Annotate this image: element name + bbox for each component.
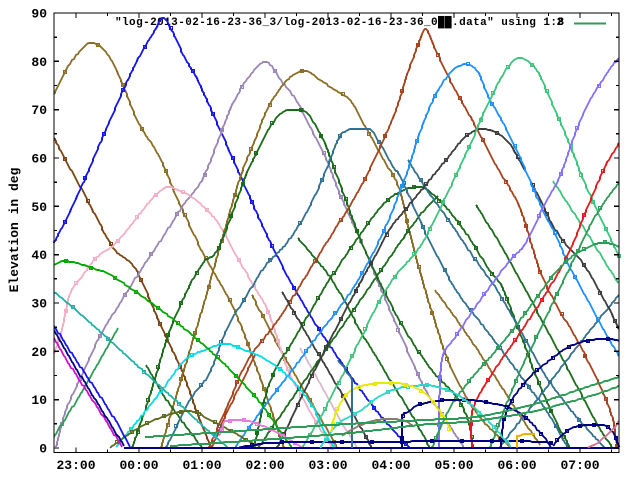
- svg-text:06:00: 06:00: [497, 458, 536, 473]
- svg-text:70: 70: [31, 103, 47, 118]
- svg-text:00:00: 00:00: [119, 458, 158, 473]
- svg-text:"log-2013-02-16-23-36_3/log-20: "log-2013-02-16-23-36_3/log-2013-02-16-2…: [115, 15, 564, 29]
- svg-text:30: 30: [31, 297, 47, 312]
- svg-text:80: 80: [31, 55, 47, 70]
- svg-text:60: 60: [31, 152, 47, 167]
- svg-text:03:00: 03:00: [308, 458, 347, 473]
- svg-text:40: 40: [31, 248, 47, 263]
- svg-text:01:00: 01:00: [182, 458, 221, 473]
- svg-text:50: 50: [31, 200, 47, 215]
- svg-text:10: 10: [31, 393, 47, 408]
- svg-text:04:00: 04:00: [371, 458, 410, 473]
- svg-text:23:00: 23:00: [56, 458, 95, 473]
- svg-text:90: 90: [31, 7, 47, 22]
- svg-text:07:00: 07:00: [560, 458, 599, 473]
- svg-text:0: 0: [39, 442, 47, 457]
- svg-text:2: 2: [557, 17, 564, 29]
- svg-text:02:00: 02:00: [245, 458, 284, 473]
- svg-text:8: 8: [558, 17, 565, 29]
- svg-text:Elevation in deg: Elevation in deg: [7, 167, 22, 292]
- svg-text:05:00: 05:00: [434, 458, 473, 473]
- svg-text:20: 20: [31, 345, 47, 360]
